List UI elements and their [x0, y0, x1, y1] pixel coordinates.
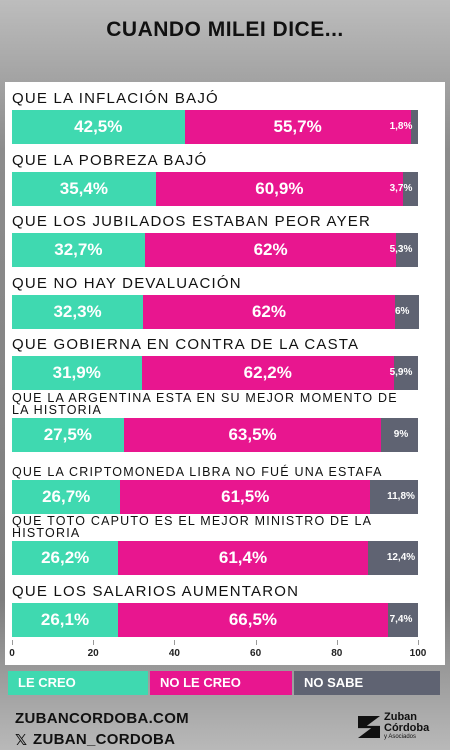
bar-segment [141, 356, 395, 391]
logo-icon [358, 716, 380, 738]
category-label: QUE TOTO CAPUTO ES EL MEJOR MINISTRO DE … [12, 514, 372, 541]
bar-segment [12, 356, 142, 391]
x-icon: 𝕏 [15, 732, 28, 749]
value-label: 26,1% [40, 609, 90, 629]
x-tick-label: 0 [9, 648, 15, 659]
x-tick [336, 640, 338, 645]
category-label: QUE GOBIERNA EN CONTRA DE LA CASTA [12, 336, 360, 354]
logo-line: y Asociados [384, 734, 417, 740]
category-label: QUE LA CRIPTOMONEDA LIBRA NO FUÉ UNA EST… [12, 464, 383, 479]
value-label: 31,9% [52, 363, 101, 383]
bar-segment [118, 541, 368, 576]
bar-segment [184, 110, 411, 144]
value-label: 61,5% [221, 486, 270, 506]
value-label: 62% [253, 240, 288, 260]
category-label: QUE LA ARGENTINA ESTA EN SU MEJOR MOMENT… [12, 391, 398, 417]
social-handle: ZUBAN_CORDOBA [33, 731, 176, 748]
value-label: 27,5% [43, 425, 92, 444]
value-label: 1,8% [389, 121, 413, 132]
bar-segment [410, 110, 418, 144]
value-label: 66,5% [228, 609, 278, 629]
value-label: 11,8% [387, 490, 415, 502]
bar-segment [12, 171, 156, 206]
value-label: 7,4% [389, 613, 413, 625]
bar-segment [12, 294, 144, 329]
value-label: 62,2% [243, 363, 292, 383]
bar-segment [143, 294, 395, 329]
value-label: 9% [393, 429, 409, 440]
x-tick [93, 640, 95, 645]
bar-segment [394, 356, 418, 391]
x-tick [418, 640, 419, 645]
category-label: QUE LA POBREZA BAJÓ [12, 151, 208, 169]
value-label: 32,3% [53, 301, 102, 321]
category-label: QUE LOS JUBILADOS ESTABAN PEOR AYER [12, 213, 372, 231]
value-label: 35,4% [59, 178, 108, 198]
website: ZUBANCORDOBA.COM [15, 710, 189, 727]
x-tick-label: 100 [409, 648, 427, 659]
value-label: 55,7% [273, 117, 322, 136]
x-tick-label: 80 [331, 648, 343, 659]
bar-segment [123, 418, 382, 452]
bar-segment [370, 479, 418, 514]
value-label: 6% [394, 305, 410, 317]
bar-segment [381, 418, 418, 452]
x-tick-label: 40 [168, 648, 180, 659]
bar-segment [396, 233, 418, 268]
logo-line: Zuban [384, 711, 417, 723]
x-tick [12, 640, 13, 645]
x-tick [255, 640, 257, 645]
value-label: 61,4% [218, 548, 268, 568]
value-label: 3,7% [389, 182, 413, 194]
value-label: 5,3% [389, 244, 413, 256]
bar-segment [402, 171, 418, 206]
x-tick-label: 60 [250, 648, 262, 659]
value-label: 32,7% [54, 240, 103, 260]
bar-segment [394, 294, 420, 329]
category-label: QUE LA INFLACIÓN BAJÓ [12, 90, 219, 107]
value-label: 12,4% [386, 552, 416, 564]
bar-segment [155, 171, 403, 206]
value-label: 26,7% [42, 486, 91, 506]
value-label: 63,5% [228, 425, 277, 444]
bar-segment [117, 602, 388, 637]
x-tick-label: 20 [87, 648, 99, 659]
value-label: 60,9% [255, 178, 304, 198]
bar-segment [12, 602, 118, 637]
value-label: 42,5% [74, 117, 123, 136]
bar-segment [12, 541, 119, 576]
chart-title: CUANDO MILEI DICE... [106, 18, 344, 41]
bar-segment [12, 110, 185, 144]
value-label: 62% [251, 301, 286, 321]
category-label: QUE LOS SALARIOS AUMENTARON [12, 582, 300, 600]
bar-segment [387, 602, 418, 637]
value-label: 26,2% [41, 548, 90, 568]
legend-item: NO LE CREO [150, 671, 292, 695]
category-label: QUE NO HAY DEVALUACIÓN [12, 274, 242, 292]
logo-line: Córdoba [384, 722, 430, 734]
legend-item: NO SABE [294, 671, 440, 695]
bar-segment [367, 541, 418, 576]
bar-segment [120, 479, 371, 514]
bar-segment [12, 233, 145, 268]
x-tick [174, 640, 176, 645]
legend-item: LE CREO [8, 671, 148, 695]
bar-segment [12, 479, 121, 514]
bar-segment [144, 233, 397, 268]
bar-segment [12, 418, 124, 452]
value-label: 5,9% [389, 367, 413, 379]
